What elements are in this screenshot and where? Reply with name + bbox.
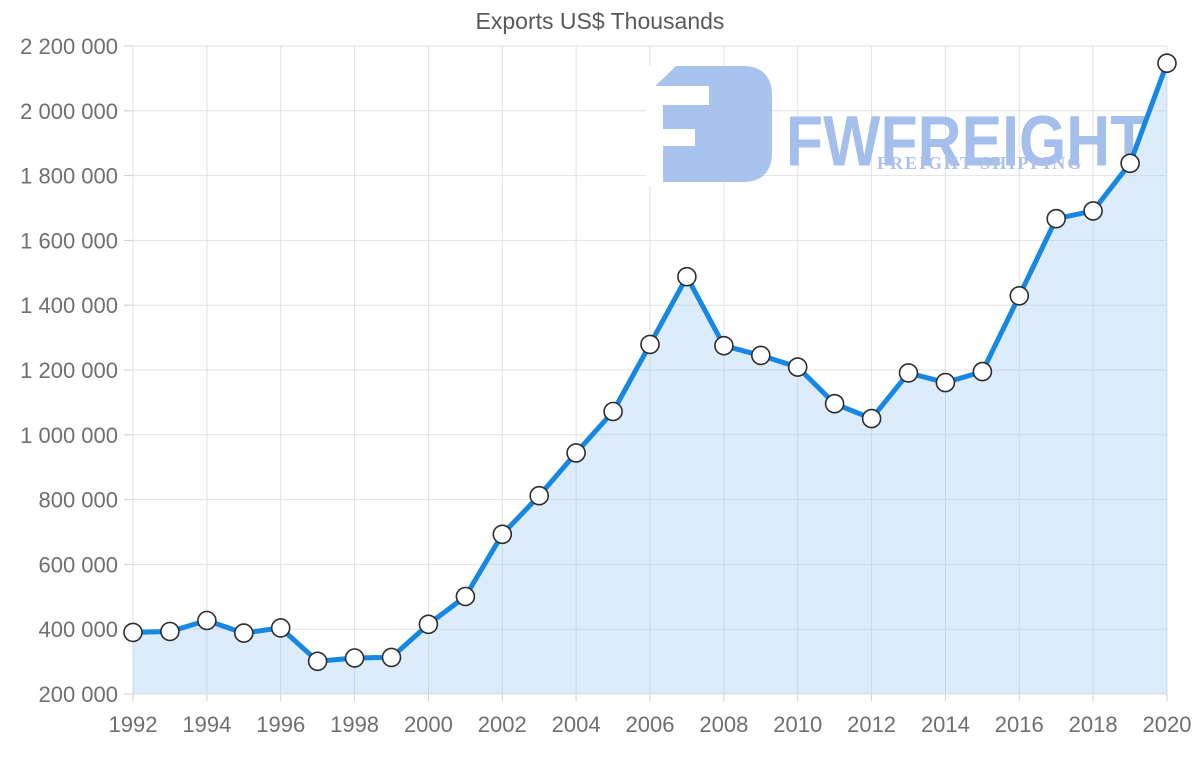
data-point-2019[interactable]: [1120, 153, 1140, 174]
y-axis-label: 400 000: [38, 617, 118, 642]
x-axis-label: 1996: [256, 712, 305, 737]
x-axis-label: 2014: [921, 712, 970, 737]
data-point-1993[interactable]: [160, 621, 180, 642]
y-axis-label: 200 000: [38, 682, 118, 707]
logo-watermark: FWFREIGHT FREIGHT SHIPPING: [646, 64, 1156, 189]
data-point-2016[interactable]: [1009, 285, 1030, 306]
y-axis-label: 1 000 000: [20, 423, 118, 448]
x-axis-label: 2000: [404, 712, 453, 737]
data-point-1994[interactable]: [197, 610, 217, 631]
x-axis-label: 1998: [330, 712, 379, 737]
logo-tagline: FREIGHT SHIPPING: [877, 153, 1084, 173]
data-point-2003[interactable]: [529, 485, 550, 506]
data-point-2001[interactable]: [455, 586, 476, 607]
data-point-1992[interactable]: [123, 622, 143, 643]
data-point-1995[interactable]: [234, 623, 254, 643]
data-point-2014[interactable]: [935, 372, 956, 393]
data-point-2006[interactable]: [640, 334, 660, 355]
x-axis-label: 2018: [1069, 712, 1118, 737]
data-point-1999[interactable]: [381, 647, 402, 668]
chart-title: Exports US$ Thousands: [475, 8, 725, 34]
y-axis-label: 1 600 000: [20, 228, 118, 253]
y-axis-label: 1 400 000: [20, 293, 118, 318]
y-axis-label: 800 000: [38, 488, 118, 513]
y-axis-label: 2 000 000: [20, 99, 118, 124]
x-axis-label: 2010: [773, 712, 822, 737]
data-point-2020[interactable]: [1157, 53, 1177, 74]
data-point-2018[interactable]: [1083, 201, 1103, 221]
fwfreight-logo-icon: [646, 66, 772, 186]
data-point-2004[interactable]: [566, 443, 586, 463]
data-point-2007[interactable]: [677, 266, 697, 287]
data-point-2009[interactable]: [750, 345, 771, 366]
data-point-2002[interactable]: [492, 524, 513, 545]
data-point-1997[interactable]: [307, 651, 328, 672]
x-axis-label: 2020: [1143, 712, 1192, 737]
x-axis-label: 2002: [478, 712, 527, 737]
x-axis-label: 1994: [182, 712, 231, 737]
data-point-2010[interactable]: [787, 357, 808, 377]
data-point-2011[interactable]: [824, 393, 845, 414]
data-point-2005[interactable]: [603, 401, 623, 422]
data-point-2015[interactable]: [972, 361, 993, 382]
data-point-2000[interactable]: [418, 614, 439, 635]
data-point-2012[interactable]: [861, 408, 882, 429]
y-axis-label: 1 800 000: [20, 164, 118, 189]
data-point-2017[interactable]: [1046, 208, 1066, 229]
x-axis-label: 2004: [552, 712, 601, 737]
x-axis-label: 2008: [699, 712, 748, 737]
y-axis-label: 1 200 000: [20, 358, 118, 383]
data-point-1996[interactable]: [270, 618, 291, 638]
data-point-2008[interactable]: [714, 335, 734, 356]
x-axis-label: 2006: [626, 712, 675, 737]
data-point-1998[interactable]: [344, 648, 365, 668]
x-axis-label: 2016: [995, 712, 1044, 737]
y-axis-label: 600 000: [38, 552, 118, 577]
x-axis-label: 1992: [109, 712, 158, 737]
y-axis-label: 2 200 000: [20, 34, 118, 59]
x-axis-label: 2012: [847, 712, 896, 737]
data-point-2013[interactable]: [898, 363, 919, 383]
